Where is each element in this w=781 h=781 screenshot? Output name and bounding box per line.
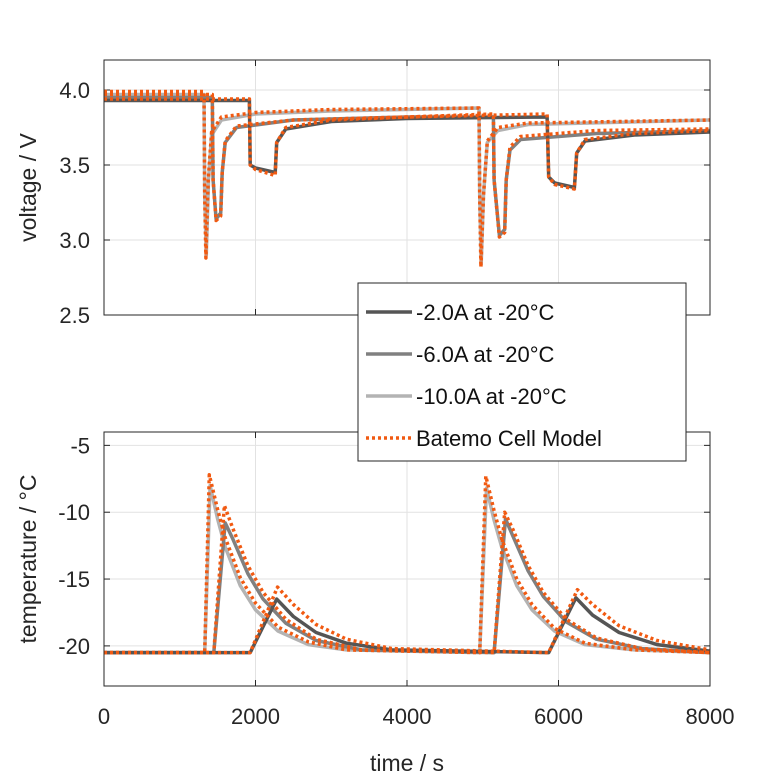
series-line-batemo-cell-model-2-0a- <box>104 97 710 191</box>
y-tick-label: -20 <box>58 634 90 659</box>
y-tick-label: 2.5 <box>59 303 90 328</box>
x-tick-label: 6000 <box>534 704 583 729</box>
y-tick-label: 3.5 <box>59 153 90 178</box>
voltage-plot: 2.5 3.0 3.5 4.0 voltage / V <box>15 59 711 328</box>
y-axis-label: voltage / V <box>15 133 41 242</box>
series-line-batemo-cell-model-6-0a- <box>104 503 710 655</box>
y-axis-label: temperature / °C <box>15 475 41 644</box>
series-line-batemo-cell-model-2-0a- <box>104 585 710 655</box>
legend-label: -10.0A at -20°C <box>416 384 567 409</box>
y-tick-label: -15 <box>58 567 90 592</box>
series-line-batemo-cell-model-6-0a- <box>104 92 710 239</box>
y-tick-label: 4.0 <box>59 78 90 103</box>
legend-label: Batemo Cell Model <box>416 426 602 451</box>
x-tick-label: 0 <box>98 704 110 729</box>
y-tick-label: 3.0 <box>59 228 90 253</box>
series-line-batemo-cell-model-10-0a- <box>104 473 710 655</box>
legend-box <box>357 282 687 462</box>
temperature-plot: 0 2000 4000 6000 8000 -20 -15 -10 -5 temperature … <box>15 431 735 776</box>
x-tick-label: 8000 <box>686 704 735 729</box>
x-tick-label: 4000 <box>383 704 432 729</box>
x-tick-label: 2000 <box>231 704 280 729</box>
y-tick-label: -10 <box>58 500 90 525</box>
legend-label: -2.0A at -20°C <box>416 300 555 325</box>
legend-label: -6.0A at -20°C <box>416 342 555 367</box>
x-axis-label: time / s <box>370 750 444 776</box>
y-tick-label: -5 <box>70 433 90 458</box>
legend: -2.0A at -20°C -6.0A at -20°C -10.0A at -2… <box>357 282 687 462</box>
